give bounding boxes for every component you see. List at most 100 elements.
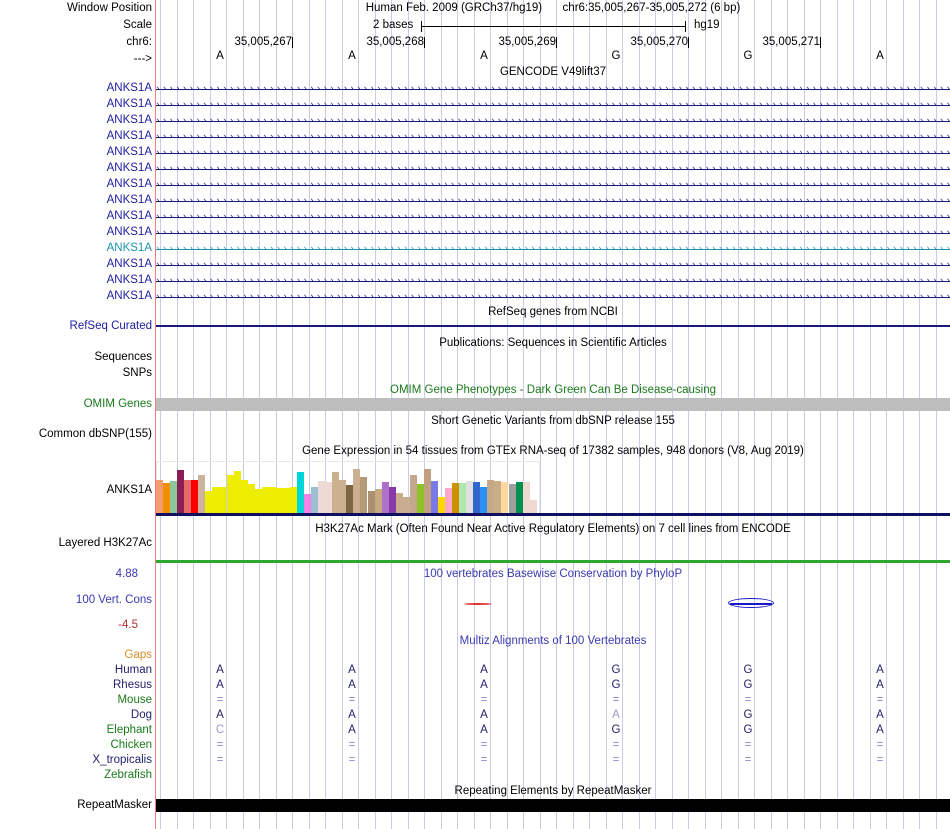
gtex-tissue-bar[interactable]: [212, 487, 220, 513]
gtex-tissue-bar[interactable]: [466, 481, 474, 513]
gtex-tissue-bar[interactable]: [219, 487, 227, 513]
gtex-tissue-bar[interactable]: [409, 475, 417, 513]
gtex-tissue-bar[interactable]: [381, 482, 389, 513]
gtex-tissue-bar[interactable]: [360, 477, 368, 513]
gencode-gene-label[interactable]: ANKS1A: [106, 274, 152, 286]
gtex-tissue-bar[interactable]: [318, 481, 326, 513]
gtex-tissue-bar[interactable]: [339, 480, 347, 513]
gtex-tissue-bar[interactable]: [452, 483, 460, 513]
gtex-tissue-bar[interactable]: [416, 484, 424, 513]
gtex-tissue-bar[interactable]: [529, 500, 537, 513]
refseq-track-title[interactable]: RefSeq genes from NCBI: [488, 306, 618, 318]
gencode-transcript-row[interactable]: ››››››››››››››››››››››››››››››››››››››››…: [156, 116, 950, 126]
publications-sequences-label[interactable]: Sequences: [94, 351, 152, 363]
gtex-tissue-bar[interactable]: [205, 491, 213, 513]
dbsnp-label[interactable]: Common dbSNP(155): [38, 428, 152, 440]
refseq-label[interactable]: RefSeq Curated: [69, 320, 152, 332]
conservation-track-title[interactable]: 100 vertebrates Basewise Conservation by…: [423, 568, 683, 580]
gtex-tissue-bar[interactable]: [233, 471, 241, 513]
gencode-transcript-row[interactable]: ››››››››››››››››››››››››››››››››››››››››…: [156, 164, 950, 174]
gencode-gene-label[interactable]: ANKS1A: [106, 130, 152, 142]
repeatmasker-track-title[interactable]: Repeating Elements by RepeatMasker: [454, 785, 652, 797]
gtex-tissue-bar[interactable]: [438, 497, 445, 513]
conservation-label[interactable]: 100 Vert. Cons: [75, 594, 152, 606]
gtex-tissue-bar[interactable]: [191, 480, 199, 513]
gtex-tissue-bar[interactable]: [226, 475, 234, 513]
multiz-species-label[interactable]: Dog: [130, 709, 152, 721]
gencode-transcript-row[interactable]: ››››››››››››››››››››››››››››››››››››››››…: [156, 148, 950, 158]
gtex-label[interactable]: ANKS1A: [106, 484, 152, 496]
omim-feature-bar[interactable]: [156, 398, 950, 411]
gtex-tissue-bar[interactable]: [501, 482, 509, 513]
gencode-transcript-row[interactable]: ››››››››››››››››››››››››››››››››››››››››…: [156, 292, 950, 302]
gtex-tissue-bar[interactable]: [332, 472, 340, 513]
gtex-tissue-bar[interactable]: [261, 487, 269, 513]
gtex-tissue-bar[interactable]: [515, 482, 523, 513]
gtex-tissue-bar[interactable]: [445, 488, 453, 513]
repeatmasker-feature-bar[interactable]: [156, 799, 950, 812]
gtex-tissue-bar[interactable]: [388, 487, 396, 513]
gtex-tissue-bar[interactable]: [367, 491, 375, 513]
publications-snps-label[interactable]: SNPs: [122, 367, 152, 379]
gtex-tissue-bar[interactable]: [275, 488, 283, 513]
gtex-tissue-bar[interactable]: [346, 485, 354, 513]
multiz-track-title[interactable]: Multiz Alignments of 100 Vertebrates: [459, 635, 647, 647]
gtex-tissue-bar[interactable]: [289, 487, 297, 513]
gtex-tissue-bar[interactable]: [423, 469, 431, 513]
gencode-gene-label[interactable]: ANKS1A: [106, 194, 152, 206]
gtex-tissue-bar[interactable]: [268, 487, 276, 513]
multiz-species-label[interactable]: Chicken: [110, 739, 152, 751]
gtex-tissue-bar[interactable]: [459, 483, 467, 513]
gencode-transcript-row[interactable]: ››››››››››››››››››››››››››››››››››››››››…: [156, 132, 950, 142]
multiz-species-label[interactable]: Mouse: [117, 694, 152, 706]
refseq-feature-line[interactable]: [156, 325, 950, 327]
dbsnp-track-title[interactable]: Short Genetic Variants from dbSNP releas…: [431, 415, 675, 427]
gtex-tissue-bar[interactable]: [494, 481, 502, 513]
gtex-tissue-bar[interactable]: [304, 494, 311, 513]
gtex-tissue-bar[interactable]: [480, 487, 488, 513]
multiz-species-label[interactable]: Elephant: [106, 724, 152, 736]
gtex-tissue-bar[interactable]: [325, 482, 333, 513]
gencode-transcript-row[interactable]: ››››››››››››››››››››››››››››››››››››››››…: [156, 244, 950, 254]
gtex-bar-chart[interactable]: [156, 462, 950, 515]
multiz-species-label[interactable]: Rhesus: [113, 679, 152, 691]
gtex-tissue-bar[interactable]: [430, 481, 438, 513]
gencode-transcript-row[interactable]: ››››››››››››››››››››››››››››››››››››››››…: [156, 100, 950, 110]
gencode-gene-label[interactable]: ANKS1A: [106, 114, 152, 126]
h3k27ac-signal-line[interactable]: [156, 560, 950, 563]
gtex-tissue-bar[interactable]: [163, 483, 170, 513]
gtex-tissue-bar[interactable]: [297, 472, 304, 513]
gencode-transcript-row[interactable]: ››››››››››››››››››››››››››››››››››››››››…: [156, 212, 950, 222]
gencode-track-title[interactable]: GENCODE V49lift37: [499, 66, 607, 78]
multiz-species-label[interactable]: X_tropicalis: [92, 754, 152, 766]
gtex-tissue-bar[interactable]: [184, 480, 192, 513]
gencode-gene-label[interactable]: ANKS1A: [106, 82, 152, 94]
gencode-gene-label[interactable]: ANKS1A: [106, 290, 152, 302]
gencode-transcript-row[interactable]: ››››››››››››››››››››››››››››››››››››››››…: [156, 196, 950, 206]
omim-genes-label[interactable]: OMIM Genes: [83, 398, 152, 410]
gtex-tissue-bar[interactable]: [311, 487, 319, 513]
gencode-gene-label[interactable]: ANKS1A: [106, 98, 152, 110]
omim-track-title[interactable]: OMIM Gene Phenotypes - Dark Green Can Be…: [390, 384, 716, 396]
gtex-tissue-bar[interactable]: [254, 489, 262, 513]
gencode-transcript-row[interactable]: ››››››››››››››››››››››››››››››››››››››››…: [156, 180, 950, 190]
gtex-track-title[interactable]: Gene Expression in 54 tissues from GTEx …: [302, 445, 804, 457]
gtex-tissue-bar[interactable]: [353, 469, 361, 513]
gtex-tissue-bar[interactable]: [522, 482, 530, 513]
gencode-transcript-row[interactable]: ››››››››››››››››››››››››››››››››››››››››…: [156, 84, 950, 94]
gencode-gene-label[interactable]: ANKS1A: [106, 242, 152, 254]
gencode-transcript-row[interactable]: ››››››››››››››››››››››››››››››››››››››››…: [156, 260, 950, 270]
gtex-tissue-bar[interactable]: [170, 481, 178, 513]
gencode-gene-label[interactable]: ANKS1A: [106, 258, 152, 270]
gencode-transcript-row[interactable]: ››››››››››››››››››››››››››››››››››››››››…: [156, 228, 950, 238]
gtex-tissue-bar[interactable]: [508, 484, 516, 513]
gtex-tissue-bar[interactable]: [247, 484, 255, 513]
gencode-gene-label[interactable]: ANKS1A: [106, 162, 152, 174]
publications-track-title[interactable]: Publications: Sequences in Scientific Ar…: [439, 337, 667, 349]
gencode-gene-label[interactable]: ANKS1A: [106, 178, 152, 190]
h3k27ac-track-title[interactable]: H3K27Ac Mark (Often Found Near Active Re…: [315, 523, 791, 535]
gtex-tissue-bar[interactable]: [198, 475, 206, 513]
gencode-transcript-row[interactable]: ››››››››››››››››››››››››››››››››››››››››…: [156, 276, 950, 286]
h3k27ac-label[interactable]: Layered H3K27Ac: [58, 537, 152, 549]
gtex-tissue-bar[interactable]: [177, 470, 185, 513]
